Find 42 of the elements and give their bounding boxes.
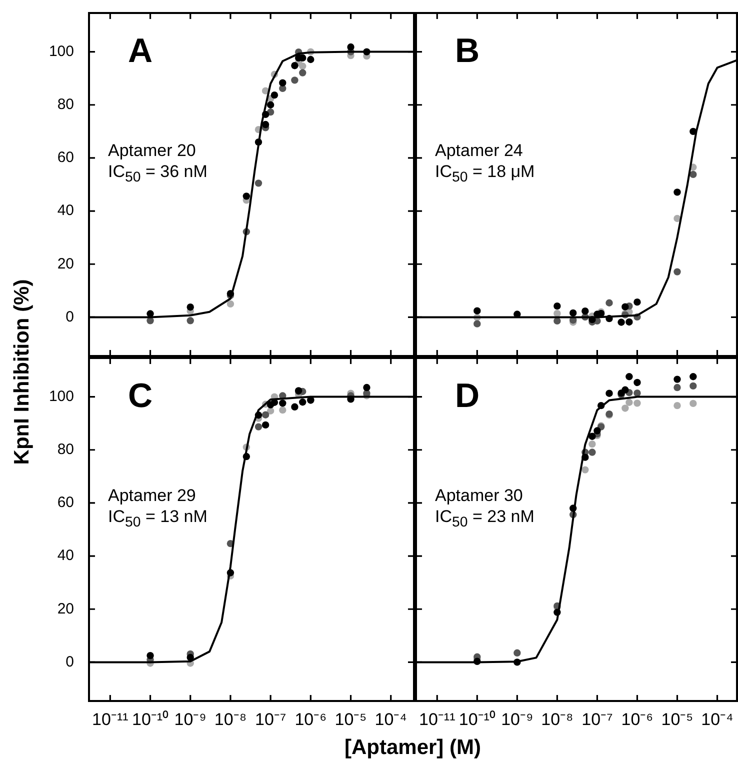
annotation: Aptamer 20 [108,141,196,160]
y-tick-label: 60 [57,149,74,166]
y-tick-label: 20 [57,600,74,618]
x-tick-label: 10⁻⁴ [701,710,734,730]
x-tick-label: 10⁻¹⁰ [458,710,496,730]
y-tick-label: 0 [66,653,74,670]
annotation: Aptamer 29 [108,486,196,505]
text: D [455,377,480,416]
y-tick-label: 60 [57,494,74,512]
y-tick-label: 100 [48,388,74,405]
x-tick-label: 10⁻⁸ [214,710,247,730]
text: C [128,377,153,416]
x-tick-label: 10⁻⁵ [661,710,694,730]
x-tick-label: 10⁻⁶ [294,710,327,730]
x-tick-label: 10⁻⁴ [374,710,407,730]
x-tick-label: 10⁻¹¹ [419,710,456,730]
annotation: IC$_{50}$ = 13 nM [108,507,208,530]
annotation: Aptamer 30 [435,486,523,505]
y-tick-label: 40 [57,547,74,564]
x-tick-label: 10⁻⁷ [255,710,286,730]
y-tick-label: 20 [57,255,74,272]
text: A [128,32,153,71]
x-tick-label: 10⁻¹⁰ [132,710,169,730]
x-tick-label: 10⁻⁸ [541,710,574,730]
y-tick-label: 80 [57,441,74,458]
x-tick-label: 10⁻⁹ [501,710,534,730]
annotation: IC$_{50}$ = 23 nM [435,507,534,530]
annotation: Aptamer 24 [435,141,523,160]
y-tick-label: 80 [57,96,74,114]
x-axis-title: [Aptamer] (M) [344,736,481,760]
x-tick-label: 10⁻⁷ [582,710,613,730]
x-tick-label: 10⁻¹¹ [92,710,129,730]
text: B [455,32,480,71]
x-tick-label: 10⁻⁶ [621,710,654,730]
y-tick-label: 100 [48,42,74,60]
annotation: IC$_{50}$ = 36 nM [108,162,208,186]
x-tick-label: 10⁻⁵ [334,710,367,730]
annotation: IC$_{50}$ = 18 μM [435,162,535,186]
x-tick-label: 10⁻⁹ [174,710,206,730]
y-axis-title: KpnI Inhibition (%) [10,279,34,465]
y-tick-label: 40 [57,202,74,220]
y-tick-label: 0 [66,308,74,326]
